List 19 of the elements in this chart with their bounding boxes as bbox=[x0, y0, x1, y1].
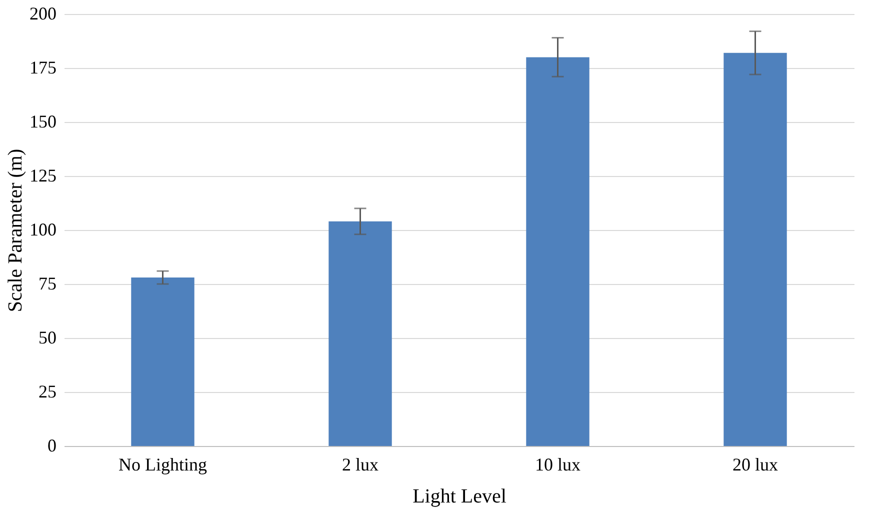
bar bbox=[131, 278, 194, 446]
y-tick-label: 25 bbox=[38, 382, 56, 402]
y-tick-label: 0 bbox=[48, 436, 56, 456]
y-tick-label: 100 bbox=[30, 220, 56, 240]
x-tick-label: 20 lux bbox=[732, 454, 778, 474]
y-axis-title: Scale Parameter (m) bbox=[4, 148, 26, 312]
y-tick-label: 75 bbox=[38, 274, 56, 294]
x-tick-label: 10 lux bbox=[534, 454, 581, 474]
y-tick-label: 50 bbox=[38, 328, 56, 348]
x-tick-label: No Lighting bbox=[118, 454, 207, 474]
bar bbox=[328, 221, 392, 446]
bar bbox=[724, 52, 787, 446]
x-tick-label: 2 lux bbox=[342, 454, 379, 474]
y-tick-label: 175 bbox=[30, 58, 56, 78]
y-tick-label: 150 bbox=[30, 112, 56, 132]
x-axis-title: Light Level bbox=[412, 486, 507, 508]
y-tick-label: 125 bbox=[30, 166, 56, 186]
y-tick-label: 200 bbox=[30, 4, 56, 24]
bar bbox=[526, 57, 590, 446]
